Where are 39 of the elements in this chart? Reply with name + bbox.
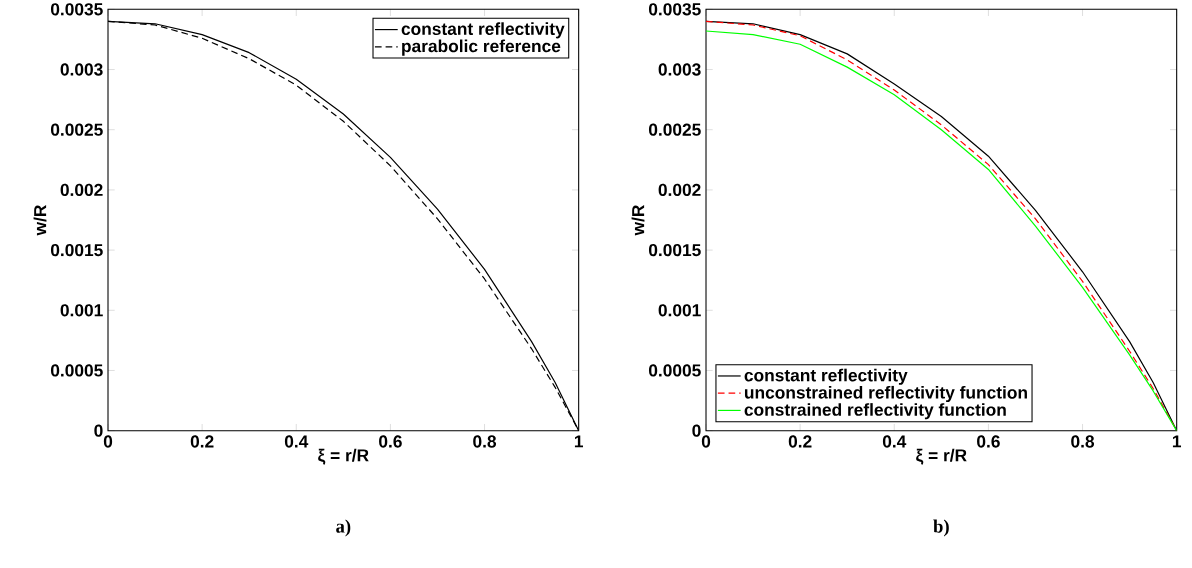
x-tick-label: 0.8 <box>1071 435 1095 448</box>
y-tick-label: 0.001 <box>60 304 103 317</box>
legend-label: unconstrained reflectivity function <box>744 385 1027 403</box>
y-tick-label: 0.0015 <box>50 243 103 257</box>
legend-label: parabolic reference <box>402 39 561 56</box>
x-tick-label: 0.8 <box>473 435 497 448</box>
x-tick-label: 1 <box>574 435 584 448</box>
x-tick-label: 0.4 <box>882 435 907 448</box>
y-tick-label: 0.0025 <box>648 123 701 136</box>
x-axis-title: ξ = r/R <box>318 448 369 465</box>
x-tick-label: 1 <box>1172 435 1182 448</box>
y-tick-label: 0.0035 <box>50 3 103 16</box>
x-tick-label: 0.4 <box>284 435 309 448</box>
y-tick-label: 0.002 <box>60 183 103 197</box>
y-tick-label: 0.0005 <box>50 364 103 377</box>
y-tick-label: 0.003 <box>60 63 103 76</box>
x-tick-label: 0.6 <box>977 435 1000 448</box>
y-tick-label: 0.0005 <box>648 364 701 377</box>
y-tick-label: 0.0025 <box>50 123 103 136</box>
y-tick-label: 0 <box>94 424 103 437</box>
text: a) <box>336 519 351 537</box>
x-tick-label: 0 <box>701 435 711 448</box>
x-axis-title: ξ = r/R <box>916 448 967 465</box>
text: b) <box>933 519 949 537</box>
y-tick-label: 0.003 <box>658 63 701 76</box>
legend-label: constant reflectivity <box>401 22 565 39</box>
x-tick-label: 0 <box>103 435 113 448</box>
legend-label: constrained reflectivity function <box>744 403 1006 420</box>
legend-label: constant reflectivity <box>744 368 908 385</box>
x-tick-label: 0.6 <box>379 435 402 448</box>
x-tick-label: 0.2 <box>190 435 214 448</box>
y-tick-label: 0.0035 <box>648 3 701 16</box>
x-tick-label: 0.2 <box>788 435 812 448</box>
y-axis-title: w/R <box>631 204 645 236</box>
y-axis-title: w/R <box>33 204 47 236</box>
y-tick-label: 0.001 <box>658 304 701 317</box>
y-tick-label: 0.0015 <box>648 243 701 257</box>
y-tick-label: 0.002 <box>658 183 701 197</box>
y-tick-label: 0 <box>692 424 701 437</box>
